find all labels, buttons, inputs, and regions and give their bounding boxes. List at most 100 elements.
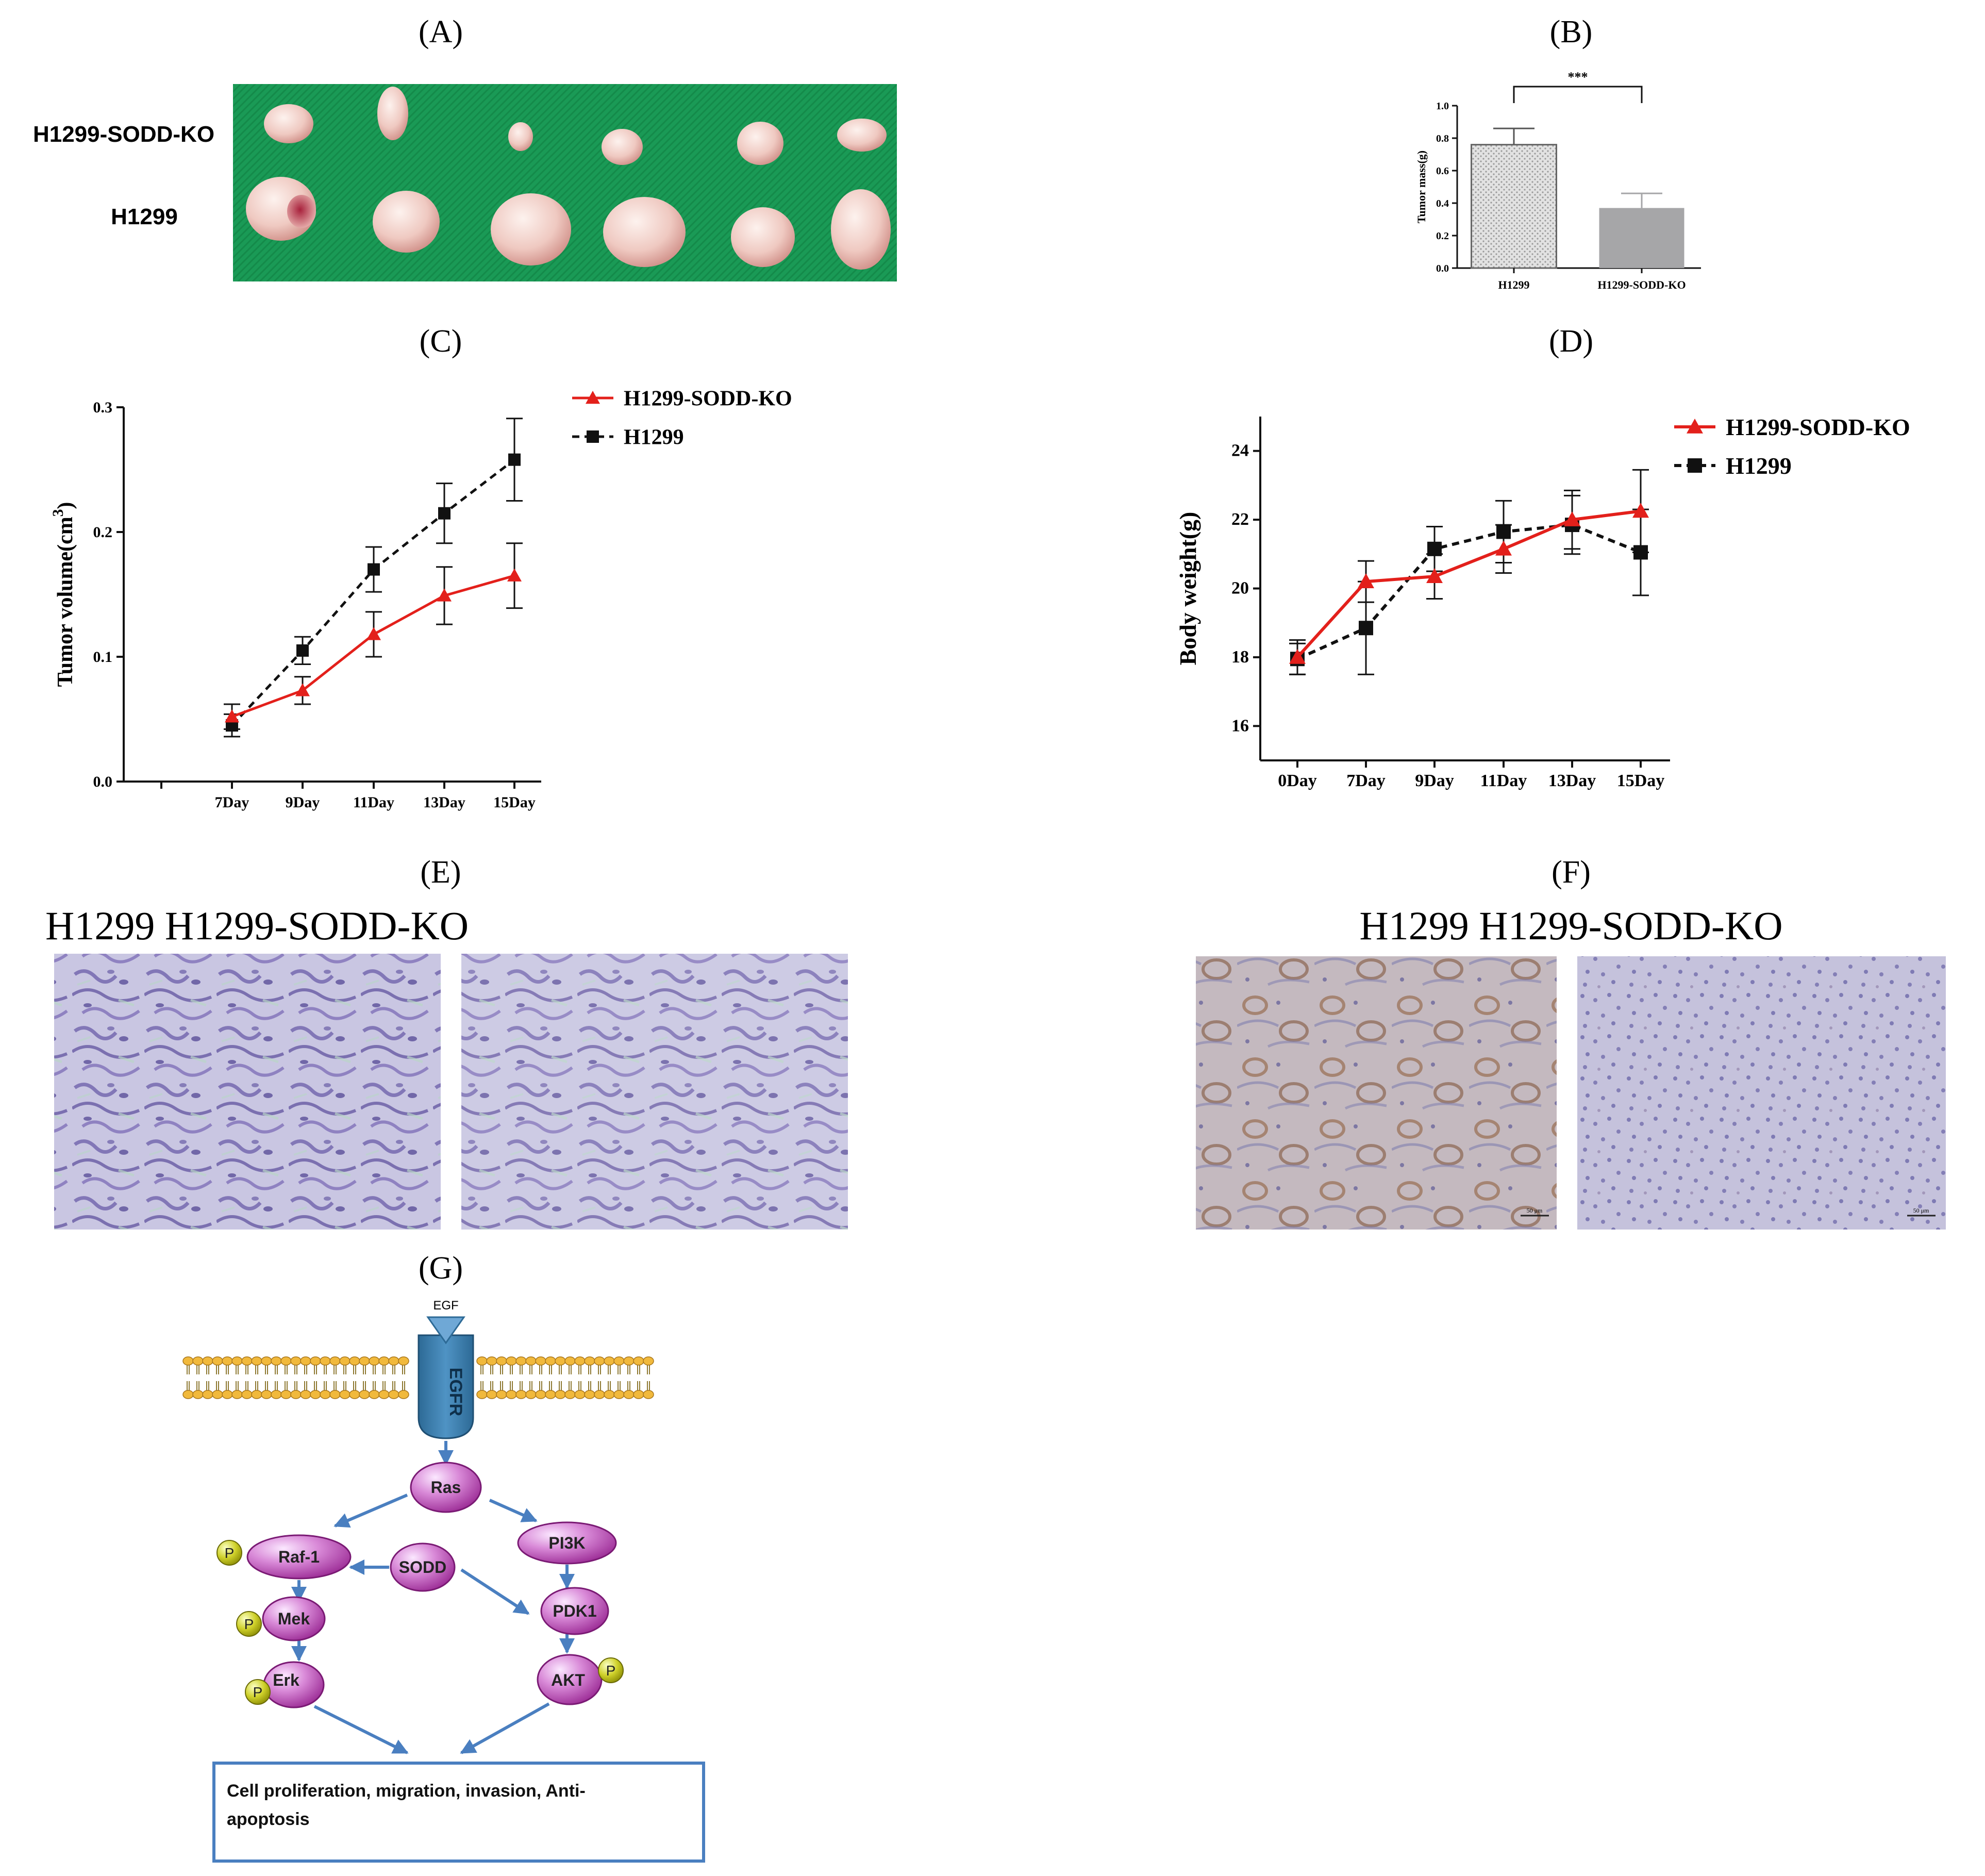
lipid-head (574, 1390, 586, 1399)
lipid-head (369, 1356, 380, 1366)
node-mek (262, 1596, 326, 1641)
lipid-head (623, 1356, 635, 1366)
lipid-head (594, 1356, 605, 1366)
lipid-head (506, 1356, 517, 1366)
lipid-head (182, 1356, 194, 1366)
tumor (491, 193, 571, 265)
lipid-head (271, 1390, 282, 1399)
data-point (438, 507, 451, 520)
y-tick-label: 0.0 (1436, 263, 1449, 274)
lipid-head (515, 1390, 527, 1399)
lipid-head (369, 1390, 380, 1399)
lipid-head (388, 1390, 399, 1399)
y-tick-label: 18 (1231, 648, 1249, 667)
panel-a: H1299-SODD-KO H1299 (33, 84, 897, 281)
data-point (1632, 503, 1649, 518)
y-tick-label: 0.2 (1436, 230, 1449, 242)
lipid-head (643, 1390, 654, 1399)
x-tick-label: 7Day (1346, 771, 1386, 790)
ihc-image-h1299 (1196, 956, 1557, 1230)
data-point (366, 627, 381, 640)
cell-membrane (182, 1356, 654, 1399)
x-tick-label: 11Day (1480, 771, 1527, 790)
lipid-head (280, 1390, 292, 1399)
lipid-head (535, 1356, 546, 1366)
lipid-head (545, 1390, 556, 1399)
lipid-head (613, 1390, 625, 1399)
lipid-head (329, 1390, 341, 1399)
lipid-head (633, 1390, 644, 1399)
lipid-head (300, 1390, 311, 1399)
lipid-head (584, 1390, 595, 1399)
tumor (831, 189, 891, 270)
x-tick-label: 15Day (1617, 771, 1665, 790)
lipid-head (633, 1356, 644, 1366)
lipid-head (349, 1356, 360, 1366)
tumor-row-sodd-ko (264, 87, 887, 165)
lipid-head (564, 1356, 576, 1366)
tumor (508, 122, 533, 151)
x-tick-label: H1299-SODD-KO (1597, 278, 1686, 291)
lipid-head (280, 1356, 292, 1366)
lipid-head (202, 1356, 213, 1366)
significance-label: *** (1568, 70, 1588, 85)
outcome-box (212, 1762, 705, 1863)
y-tick-label: 0.6 (1436, 165, 1449, 177)
node-ras (410, 1462, 482, 1513)
node-sodd-label: SODD (399, 1558, 446, 1576)
lipid-head (241, 1356, 253, 1366)
tumor-photo-background (233, 84, 897, 281)
lipid-head (231, 1390, 243, 1399)
tumor (373, 191, 440, 253)
lipid-head (202, 1390, 213, 1399)
lipid-head (388, 1356, 399, 1366)
panel-f: H1299 H1299-SODD-KO 50 μm 50 μm (1196, 903, 1946, 1230)
x-tick-label: 0Day (1278, 771, 1317, 790)
node-erk-label: Erk (273, 1671, 299, 1689)
egf-ligand (426, 1316, 465, 1344)
x-tick-label: 9Day (1415, 771, 1454, 790)
legend-marker (586, 391, 600, 404)
lipid-head (378, 1356, 390, 1366)
data-point (1426, 568, 1443, 583)
node-sodd (390, 1542, 456, 1592)
lipid-head (241, 1390, 253, 1399)
lipid-head (515, 1356, 527, 1366)
lipid-head (378, 1390, 390, 1399)
panel-c-chart: 0.0 0.1 0.2 0.3 7Day 9Day 11Day 13Day 15Day Tumor… (50, 387, 792, 811)
lipid-head (398, 1356, 409, 1366)
lipid-head (476, 1356, 488, 1366)
tumor (264, 104, 313, 143)
node-pi3k-label: PI3K (548, 1534, 585, 1552)
lipid-head (222, 1356, 233, 1366)
lipid-head (398, 1390, 409, 1399)
he-image-h1299 (54, 954, 441, 1230)
y-tick-label: 24 (1231, 441, 1249, 460)
arrow-erk-outcome (313, 1705, 409, 1754)
panel-e-caption: H1299 H1299-SODD-KO (45, 903, 469, 948)
y-axis-label-end: ) (54, 502, 77, 509)
y-tick-label: 20 (1231, 579, 1249, 598)
panel-e: H1299 H1299-SODD-KO (45, 903, 848, 1230)
egf-label: EGF (433, 1299, 458, 1313)
y-tick-label: 16 (1231, 716, 1249, 735)
he-image-sodd-ko (461, 954, 848, 1230)
lipid-head (212, 1356, 223, 1366)
tumor (602, 129, 643, 165)
outcome-line-1: Cell proliferation, migration, invasion,… (227, 1781, 586, 1801)
lipid-head (525, 1356, 537, 1366)
egfr-label: EGFR (446, 1368, 465, 1416)
legend-marker (1687, 419, 1703, 434)
phospho-akt-label: P (606, 1663, 616, 1679)
panel-label-a: (A) (419, 14, 463, 49)
panel-g-pathway: EGF EGFR Ras Raf-1 P PI3K SODD Mek P PDK… (182, 1299, 705, 1863)
lipid-head (506, 1390, 517, 1399)
panel-label-b: (B) (1550, 14, 1593, 49)
x-tick-label: 13Day (423, 794, 465, 811)
lipid-head (339, 1356, 351, 1366)
lipid-head (359, 1356, 370, 1366)
x-tick-label: H1299 (1498, 278, 1529, 291)
lipid-head (496, 1390, 507, 1399)
legend-marker (1688, 458, 1702, 473)
